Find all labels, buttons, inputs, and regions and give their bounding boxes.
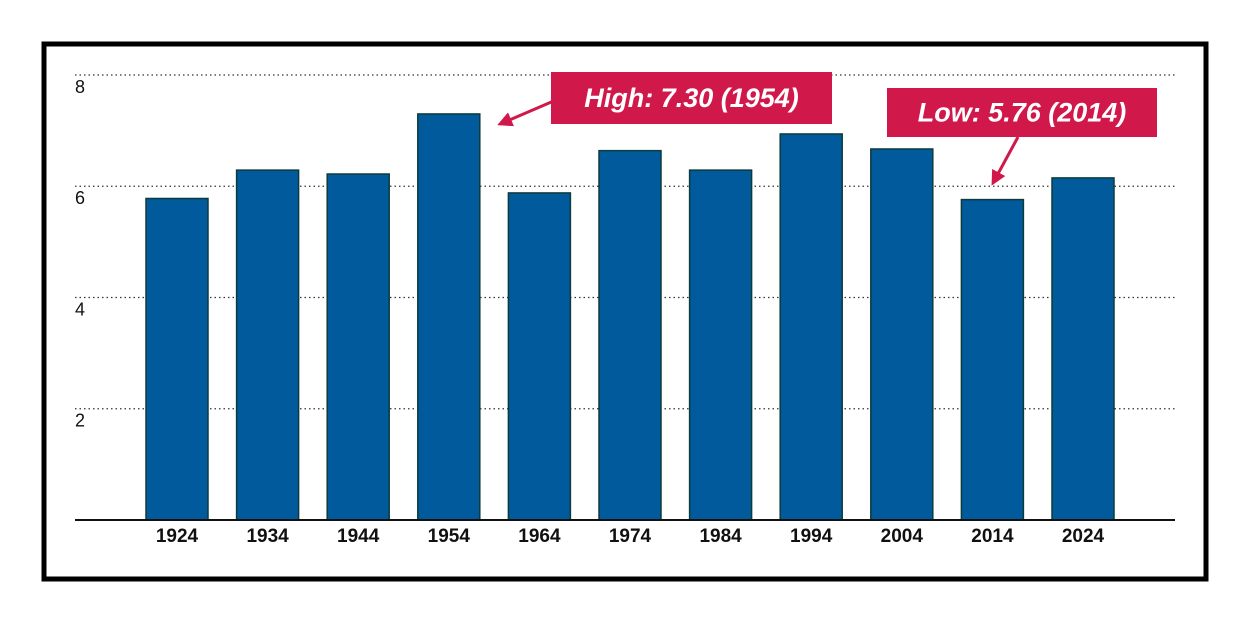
x-tick-label: 1984 — [699, 526, 742, 547]
bar — [779, 133, 843, 521]
x-tick-label: 1954 — [428, 526, 471, 547]
y-tick-label: 2 — [75, 411, 85, 431]
bar — [598, 149, 662, 521]
x-tick-label: 1974 — [609, 526, 652, 547]
x-tick-label: 1994 — [790, 526, 833, 547]
bar — [870, 148, 934, 521]
bar — [145, 197, 209, 521]
x-tick-label: 1944 — [337, 526, 380, 547]
x-tick-label: 1934 — [246, 526, 289, 547]
x-tick-label: 2004 — [881, 526, 924, 547]
bar — [326, 173, 390, 521]
x-tick-label: 1924 — [156, 526, 199, 547]
annotation-text: Low: 5.76 (2014) — [918, 98, 1127, 128]
y-tick-label: 8 — [75, 77, 85, 97]
x-tick-label: 1964 — [518, 526, 561, 547]
annotation-text: High: 7.30 (1954) — [584, 83, 799, 113]
annotation: Low: 5.76 (2014) — [887, 88, 1157, 186]
bar — [960, 198, 1025, 521]
annotation-box — [887, 88, 1157, 137]
bar — [235, 169, 300, 521]
bar — [688, 169, 753, 521]
x-tick-label: 2014 — [971, 526, 1014, 547]
annotation-box — [551, 72, 832, 124]
y-tick-label: 6 — [75, 188, 85, 208]
annotation-arrow — [497, 98, 557, 127]
annotation-arrow — [991, 136, 1020, 186]
bar — [417, 113, 481, 521]
x-tick-label: 2024 — [1062, 526, 1105, 547]
y-tick-label: 4 — [75, 299, 85, 319]
annotation: High: 7.30 (1954) — [497, 72, 832, 127]
bar — [507, 192, 572, 521]
bar — [1051, 177, 1115, 521]
